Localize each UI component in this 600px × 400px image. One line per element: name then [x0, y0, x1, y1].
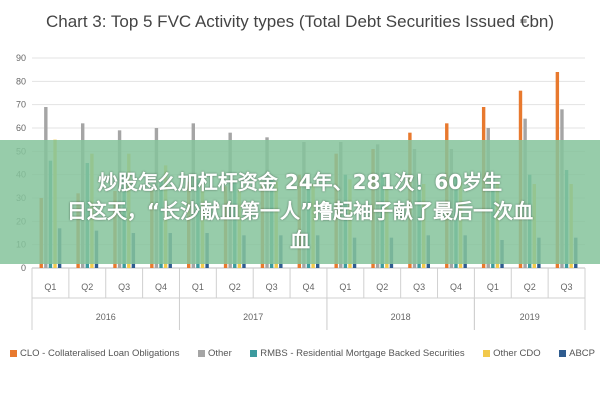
- article-headline[interactable]: 炒股怎么加杠杆资金 24年、281次！60岁生 日这天，“长沙献血第一人”撸起袖…: [0, 168, 600, 255]
- chart-title: Chart 3: Top 5 FVC Activity types (Total…: [45, 12, 555, 31]
- x-tick-label: Q4: [155, 282, 167, 292]
- x-tick-label: Q3: [266, 282, 278, 292]
- x-tick-label: Q3: [118, 282, 130, 292]
- legend-swatch: [483, 350, 491, 357]
- legend-swatch: [559, 350, 567, 357]
- x-tick-label: Q1: [192, 282, 204, 292]
- x-tick-label: Q3: [413, 282, 425, 292]
- x-group-label: 2018: [391, 312, 411, 322]
- legend-label: Other: [207, 348, 232, 359]
- y-tick-label: 80: [16, 76, 26, 86]
- legend-label: CLO - Collateralised Loan Obligations: [20, 348, 180, 359]
- chart-legend: CLO - Collateralised Loan Obligations Oth…: [10, 348, 595, 359]
- x-tick-label: Q4: [302, 282, 314, 292]
- x-tick-label: Q3: [561, 282, 573, 292]
- x-tick-label: Q4: [450, 282, 462, 292]
- x-tick-label: Q2: [81, 282, 93, 292]
- article-banner[interactable]: [0, 140, 600, 264]
- x-group-label: 2016: [96, 312, 116, 322]
- headline-line-1: 炒股怎么加杠杆资金 24年、281次！60岁生: [97, 170, 503, 194]
- legend-label: Other CDO: [493, 348, 541, 359]
- y-tick-label: 90: [16, 53, 26, 63]
- x-tick-label: Q1: [487, 282, 499, 292]
- legend-swatch: [197, 350, 205, 357]
- legend-item: ABCP: [559, 348, 595, 359]
- x-tick-label: Q1: [44, 282, 56, 292]
- x-group-label: 2017: [243, 312, 263, 322]
- legend-item: Other: [197, 348, 232, 359]
- legend-item: Other CDO: [483, 348, 541, 359]
- x-tick-label: Q2: [229, 282, 241, 292]
- y-tick-label: 70: [16, 100, 26, 110]
- x-tick-label: Q1: [339, 282, 351, 292]
- x-group-label: 2019: [520, 312, 540, 322]
- legend-item: CLO - Collateralised Loan Obligations: [10, 348, 179, 359]
- legend-item: RMBS - Residential Mortgage Backed Secur…: [250, 348, 465, 359]
- y-tick-label: 60: [16, 123, 26, 133]
- x-tick-label: Q2: [524, 282, 536, 292]
- x-tick-label: Q2: [376, 282, 388, 292]
- legend-label: ABCP: [569, 348, 595, 359]
- legend-swatch: [250, 350, 258, 357]
- headline-line-2: 日这天，“长沙献血第一人”撸起袖子献了最后一次血: [66, 199, 534, 223]
- y-tick-label: 0: [21, 263, 26, 273]
- legend-swatch: [10, 350, 17, 357]
- legend-label: RMBS - Residential Mortgage Backed Secur…: [260, 348, 465, 359]
- headline-line-3: 血: [290, 228, 310, 252]
